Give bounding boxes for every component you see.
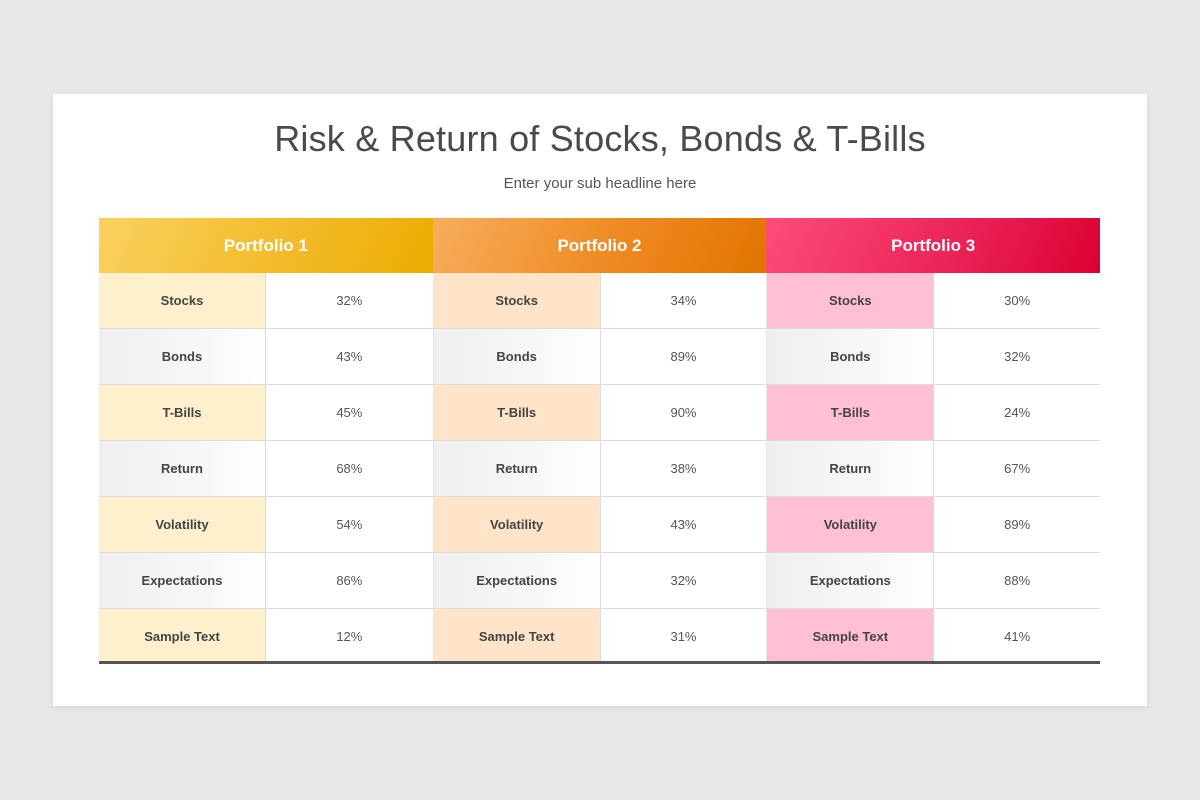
row-label: Volatility — [766, 497, 935, 552]
table-row: Expectations 32% — [432, 553, 767, 609]
row-label: Stocks — [432, 273, 601, 328]
table-body: Stocks 32% Bonds 43% T-Bills 45% Return … — [99, 273, 1100, 664]
portfolio-table: Portfolio 1 Portfolio 2 Portfolio 3 Stoc… — [99, 218, 1100, 664]
row-label: Bonds — [766, 329, 935, 384]
row-value: 90% — [600, 385, 767, 440]
row-value: 31% — [600, 609, 767, 664]
row-value: 68% — [266, 441, 433, 496]
table-row: T-Bills 45% — [99, 385, 433, 441]
slide-card: Risk & Return of Stocks, Bonds & T-Bills… — [53, 94, 1147, 706]
table-row: Return 38% — [432, 441, 767, 497]
row-label: Return — [766, 441, 935, 496]
slide-subtitle: Enter your sub headline here — [503, 175, 697, 192]
row-label: Sample Text — [432, 609, 601, 664]
row-value: 43% — [266, 329, 433, 384]
table-row: T-Bills 24% — [766, 385, 1100, 441]
table-row: Volatility 43% — [432, 497, 767, 553]
table-row: Expectations 86% — [99, 553, 433, 609]
row-label: Return — [432, 441, 601, 496]
row-value: 30% — [934, 273, 1100, 328]
table-bottom-rule — [99, 661, 1100, 664]
table-row: T-Bills 90% — [432, 385, 767, 441]
row-label: T-Bills — [99, 385, 266, 440]
table-row: Sample Text 31% — [432, 609, 767, 664]
row-value: 89% — [934, 497, 1100, 552]
table-row: Bonds 32% — [766, 329, 1100, 385]
row-label: Stocks — [99, 273, 266, 328]
row-value: 86% — [266, 553, 433, 608]
row-label: Stocks — [766, 273, 935, 328]
row-label: Return — [99, 441, 266, 496]
row-value: 67% — [934, 441, 1100, 496]
row-value: 38% — [600, 441, 767, 496]
slide-title: Risk & Return of Stocks, Bonds & T-Bills — [274, 118, 926, 159]
table-row: Stocks 32% — [99, 273, 433, 329]
row-value: 89% — [600, 329, 767, 384]
row-value: 54% — [266, 497, 433, 552]
table-row: Volatility 89% — [766, 497, 1100, 553]
row-value: 24% — [934, 385, 1100, 440]
row-value: 34% — [600, 273, 767, 328]
portfolio-3-header: Portfolio 3 — [766, 218, 1100, 273]
table-row: Stocks 34% — [432, 273, 767, 329]
row-label: Volatility — [99, 497, 266, 552]
portfolio-1-header: Portfolio 1 — [99, 218, 433, 273]
table-row: Bonds 43% — [99, 329, 433, 385]
row-label: Sample Text — [99, 609, 266, 664]
table-row: Bonds 89% — [432, 329, 767, 385]
row-value: 32% — [934, 329, 1100, 384]
row-value: 45% — [266, 385, 433, 440]
table-row: Return 68% — [99, 441, 433, 497]
table-row: Stocks 30% — [766, 273, 1100, 329]
row-value: 32% — [266, 273, 433, 328]
row-label: T-Bills — [432, 385, 601, 440]
row-label: T-Bills — [766, 385, 935, 440]
table-row: Sample Text 41% — [766, 609, 1100, 664]
table-header-row: Portfolio 1 Portfolio 2 Portfolio 3 — [99, 218, 1100, 273]
row-value: 12% — [266, 609, 433, 664]
row-label: Volatility — [432, 497, 601, 552]
table-row: Expectations 88% — [766, 553, 1100, 609]
row-label: Expectations — [766, 553, 935, 608]
row-label: Bonds — [432, 329, 601, 384]
row-label: Expectations — [432, 553, 601, 608]
row-value: 41% — [934, 609, 1100, 664]
row-label: Bonds — [99, 329, 266, 384]
portfolio-2-header: Portfolio 2 — [432, 218, 767, 273]
portfolio-3-column: Stocks 30% Bonds 32% T-Bills 24% Return … — [766, 273, 1100, 664]
table-row: Return 67% — [766, 441, 1100, 497]
table-row: Volatility 54% — [99, 497, 433, 553]
row-value: 32% — [600, 553, 767, 608]
row-value: 88% — [934, 553, 1100, 608]
portfolio-1-column: Stocks 32% Bonds 43% T-Bills 45% Return … — [99, 273, 433, 664]
row-value: 43% — [600, 497, 767, 552]
row-label: Sample Text — [766, 609, 935, 664]
portfolio-2-column: Stocks 34% Bonds 89% T-Bills 90% Return … — [432, 273, 767, 664]
row-label: Expectations — [99, 553, 266, 608]
table-row: Sample Text 12% — [99, 609, 433, 664]
